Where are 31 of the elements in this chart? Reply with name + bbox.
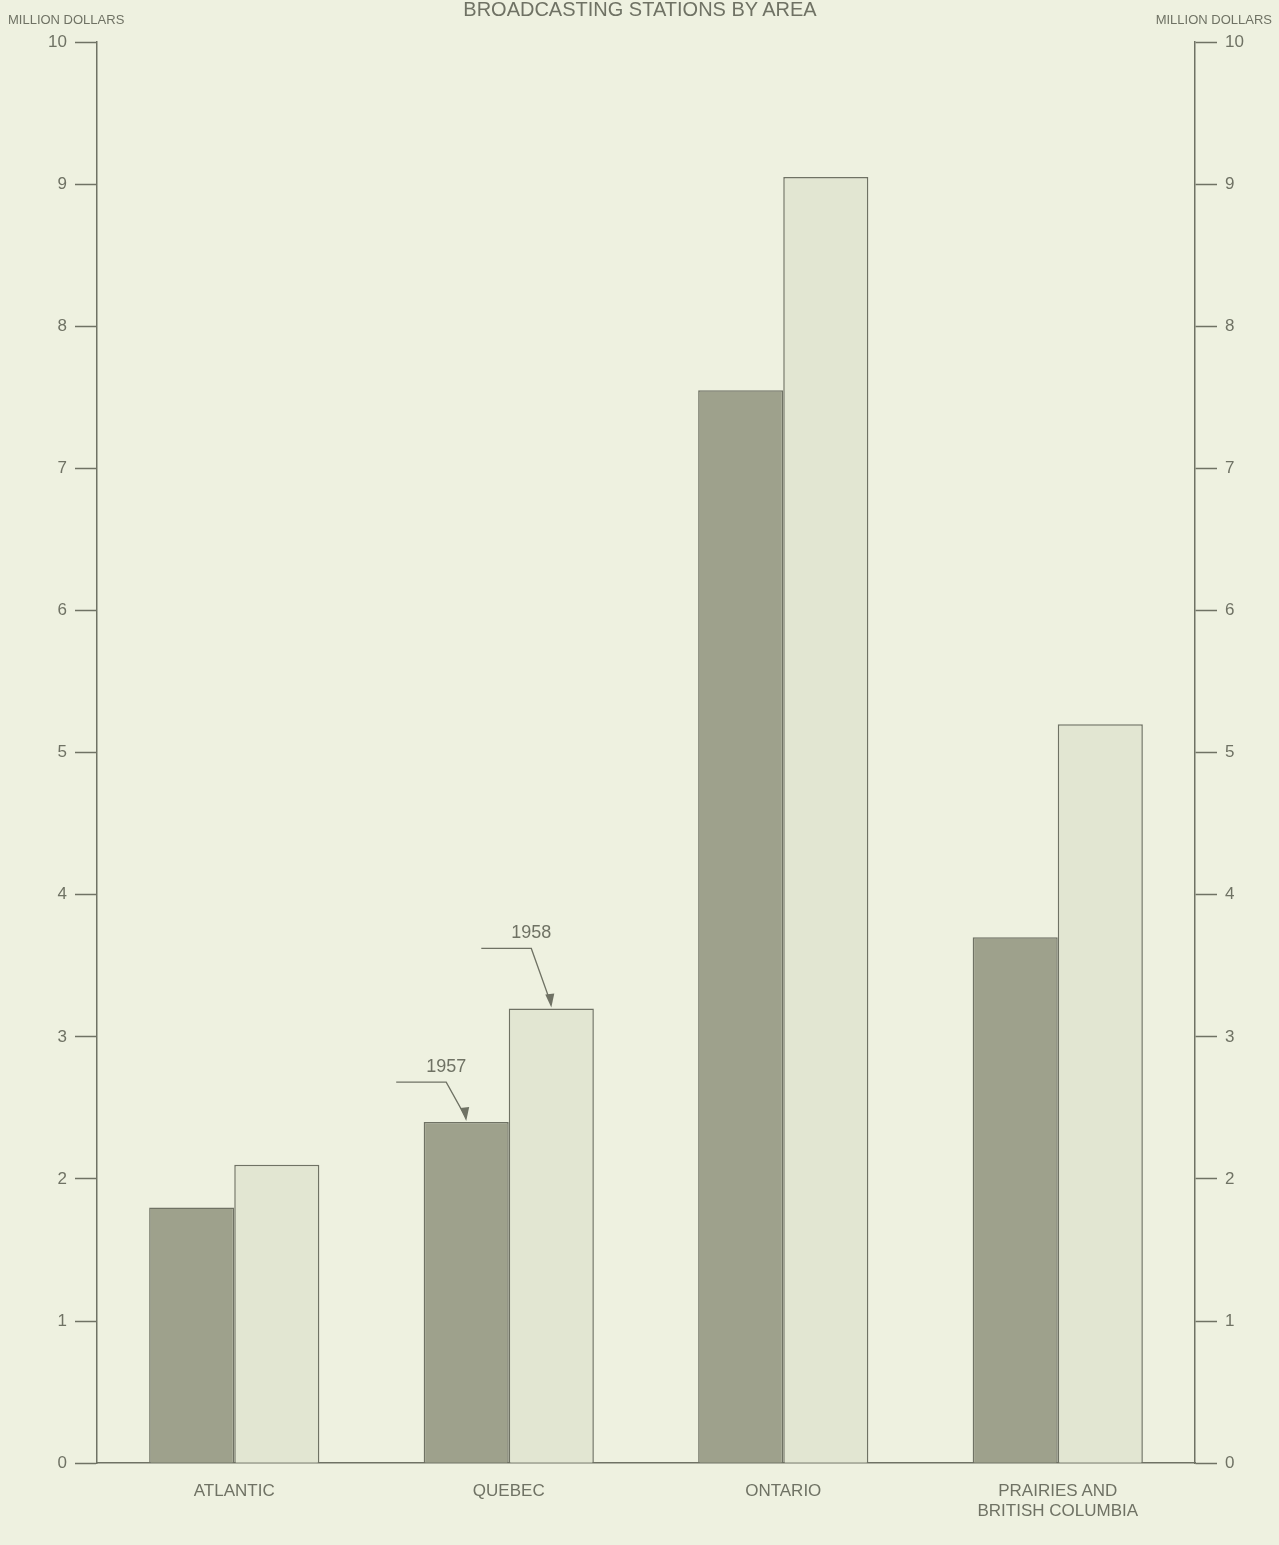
x-tick-label: ATLANTIC: [193, 1481, 275, 1501]
y2-tick-label: 8: [1225, 315, 1235, 335]
y-tick-label: 8: [57, 315, 67, 335]
y-axis-title: MILLION DOLLARS: [8, 12, 125, 28]
y2-tick-label: 7: [1225, 458, 1235, 478]
chart-title: BROADCASTING STATIONS BY AREA: [463, 0, 818, 20]
y2-tick-label: 6: [1225, 600, 1235, 620]
y-tick-label: 4: [57, 884, 67, 904]
y-tick-label: 5: [57, 742, 67, 762]
text: 1957: [426, 1056, 467, 1077]
y-tick-label: 9: [57, 173, 67, 193]
y-tick-label: 10: [48, 31, 67, 51]
y2-axis-title: MILLION DOLLARS: [1155, 12, 1273, 28]
text: 1958: [511, 922, 552, 943]
y-tick-label: 7: [57, 458, 67, 478]
y2-tick-label: 9: [1225, 173, 1235, 193]
y-tick-label: 2: [57, 1168, 67, 1188]
y2-tick-label: 3: [1225, 1026, 1235, 1046]
x-tick-label: QUEBEC: [472, 1481, 545, 1501]
y2-tick-label: 2: [1225, 1168, 1235, 1188]
y2-tick-label: 1: [1225, 1310, 1235, 1330]
x-tick-label: PRAIRIES AND BRITISH COLUMBIA: [977, 1481, 1139, 1521]
y2-tick-label: 4: [1225, 884, 1235, 904]
y2-tick-label: 0: [1225, 1452, 1235, 1472]
y-tick-label: 3: [57, 1026, 67, 1046]
y2-tick-label: 10: [1225, 31, 1244, 51]
y2-tick-label: 5: [1225, 742, 1235, 762]
y-tick-label: 6: [57, 600, 67, 620]
y-tick-label: 0: [57, 1452, 67, 1472]
x-tick-label: ONTARIO: [745, 1481, 822, 1501]
y-tick-label: 1: [57, 1310, 67, 1330]
